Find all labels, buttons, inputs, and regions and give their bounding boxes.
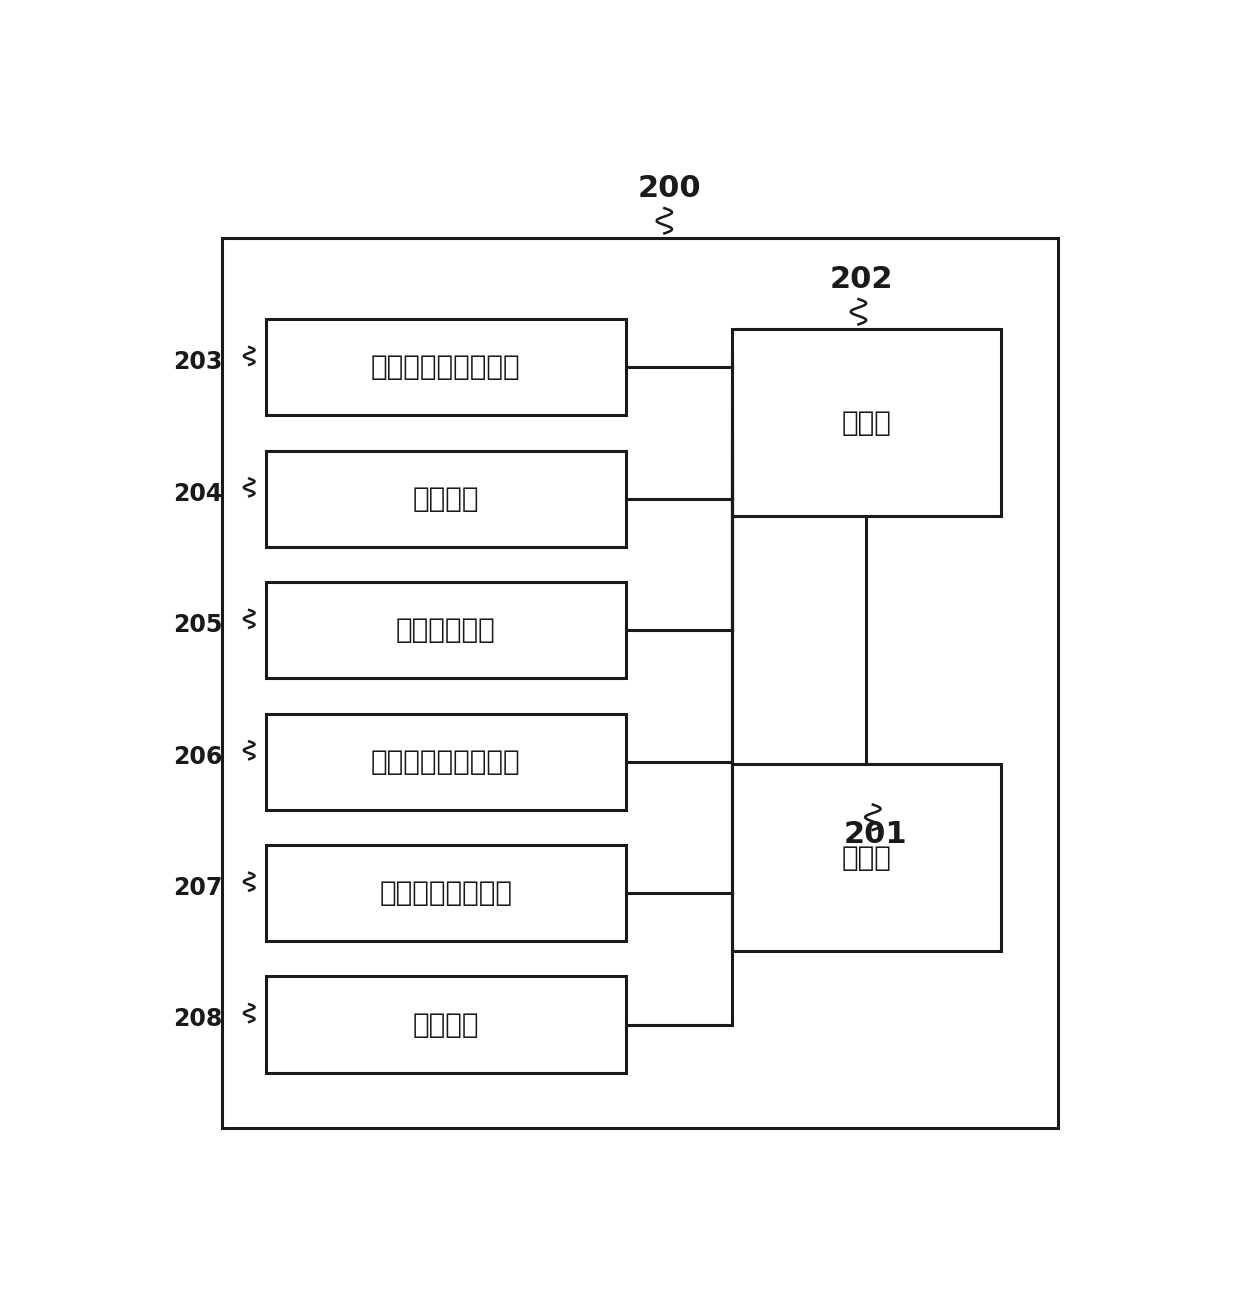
Text: 206: 206 [172, 744, 222, 768]
FancyBboxPatch shape [265, 319, 626, 415]
Text: 口径场激励获取模块: 口径场激励获取模块 [371, 747, 521, 776]
FancyBboxPatch shape [265, 977, 626, 1073]
Text: 存储器: 存储器 [841, 844, 892, 872]
FancyBboxPatch shape [265, 846, 626, 941]
Text: 校准模块: 校准模块 [413, 1011, 479, 1039]
Text: 201: 201 [844, 819, 908, 848]
Text: 校准因子获取模块: 校准因子获取模块 [379, 880, 512, 907]
Text: 205: 205 [172, 613, 222, 637]
Text: 203: 203 [172, 351, 222, 374]
Text: 阵元方向图获取模块: 阵元方向图获取模块 [371, 353, 521, 381]
FancyBboxPatch shape [732, 330, 1001, 516]
Text: 信号收发模块: 信号收发模块 [396, 616, 496, 645]
FancyBboxPatch shape [265, 450, 626, 546]
Text: 馈电模块: 馈电模块 [413, 484, 479, 513]
Text: 204: 204 [174, 482, 222, 506]
FancyBboxPatch shape [222, 239, 1058, 1128]
Text: 202: 202 [830, 265, 893, 294]
Text: 207: 207 [172, 876, 222, 899]
Text: 处理器: 处理器 [841, 408, 892, 437]
FancyBboxPatch shape [265, 714, 626, 810]
Text: 200: 200 [637, 175, 701, 204]
FancyBboxPatch shape [265, 582, 626, 679]
FancyBboxPatch shape [732, 764, 1001, 951]
Text: 208: 208 [172, 1007, 222, 1032]
